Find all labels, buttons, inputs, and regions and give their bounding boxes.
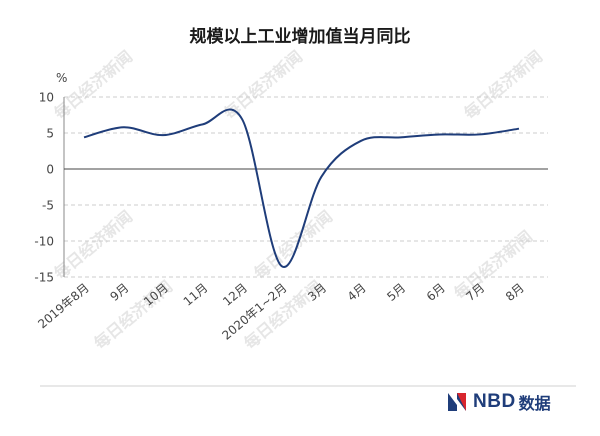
logo-cn: 数据 bbox=[518, 394, 551, 413]
x-tick-label: 4月 bbox=[345, 281, 369, 304]
y-axis-unit: % bbox=[56, 71, 67, 85]
y-tick-label: -10 bbox=[34, 235, 54, 249]
x-tick-label: 5月 bbox=[384, 281, 408, 304]
y-tick-label: 5 bbox=[46, 127, 54, 141]
x-tick-label: 2019年8月 bbox=[35, 281, 92, 332]
y-tick-label: -5 bbox=[42, 199, 54, 213]
watermark-1: 每日经济新闻 bbox=[220, 47, 306, 123]
x-tick-label: 6月 bbox=[424, 281, 448, 304]
logo-text: NBD bbox=[473, 391, 516, 412]
nbd-logo: NBD 数据 bbox=[446, 387, 551, 417]
watermark-4: 每日经济新闻 bbox=[250, 207, 336, 283]
y-tick-label: -15 bbox=[34, 271, 54, 285]
x-tick-label: 9月 bbox=[107, 281, 131, 304]
nbd-logo-icon bbox=[448, 393, 466, 411]
chart-title: 规模以上工业增加值当月同比 bbox=[189, 27, 411, 47]
y-tick-label: 10 bbox=[39, 91, 54, 105]
watermark-3: 每日经济新闻 bbox=[50, 207, 136, 283]
x-tick-label: 8月 bbox=[503, 281, 527, 304]
x-tick-label: 12月 bbox=[220, 281, 250, 309]
y-tick-label: 0 bbox=[46, 163, 54, 177]
x-tick-label: 11月 bbox=[181, 281, 211, 309]
series-line-0 bbox=[83, 108, 520, 268]
watermark-2: 每日经济新闻 bbox=[460, 47, 546, 123]
